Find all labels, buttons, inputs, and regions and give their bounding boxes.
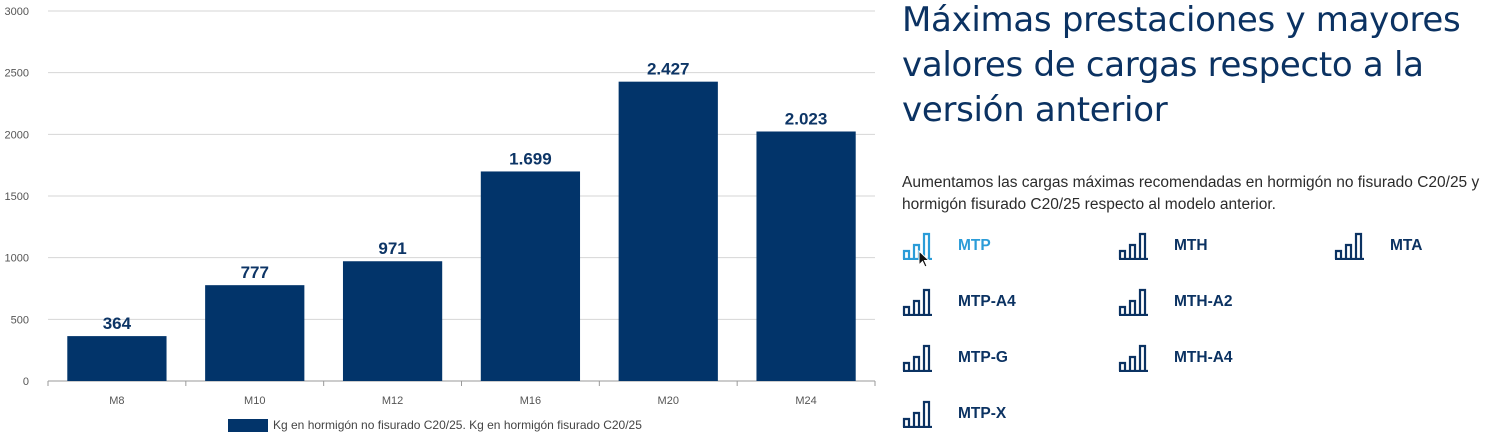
- x-tick-label: M12: [382, 395, 403, 407]
- product-item-mtp-x[interactable]: MTP-X: [902, 400, 1006, 428]
- bar-chart-icon: [902, 232, 934, 260]
- product-item-mtp-a4[interactable]: MTP-A4: [902, 288, 1016, 316]
- bar-chart-icon: [1334, 232, 1366, 260]
- description-text: Aumentamos las cargas máximas recomendad…: [902, 174, 1480, 213]
- bar-chart-icon: [902, 400, 934, 428]
- legend-label: Kg en hormigón no fisurado C20/25. Kg en…: [273, 418, 642, 432]
- product-item-mtp[interactable]: MTP: [902, 232, 991, 260]
- product-item-mth-a4[interactable]: MTH-A4: [1118, 344, 1233, 372]
- y-tick-label: 1500: [5, 191, 29, 203]
- product-item-mth-a2[interactable]: MTH-A2: [1118, 288, 1233, 316]
- product-label: MTA: [1390, 237, 1423, 254]
- y-tick-label: 500: [11, 314, 29, 326]
- chart-svg: 0 500 1000 1500 2000 2500 3000 364 M8 777 M10 971 M…: [5, 6, 876, 407]
- data-label: 2.023: [785, 109, 828, 128]
- legend-swatch: [228, 418, 268, 432]
- x-tick-label: M20: [658, 395, 679, 407]
- y-tick-label: 1000: [5, 253, 29, 265]
- product-label: MTP-X: [958, 405, 1007, 422]
- product-label: MTH-A2: [1174, 293, 1233, 310]
- product-label: MTP-G: [958, 349, 1008, 366]
- mouse-cursor-icon: [918, 250, 931, 268]
- product-label: MTP-A4: [958, 293, 1016, 310]
- bar-chart-icon: [902, 288, 934, 316]
- data-label: 777: [241, 263, 269, 282]
- data-label: 364: [103, 314, 132, 333]
- bar-m24: [756, 131, 856, 381]
- bar-m20: [618, 81, 718, 382]
- bar-chart-icon: [1118, 288, 1150, 316]
- page-title: Máximas prestaciones y mayores valores d…: [902, 0, 1461, 130]
- y-tick-label: 0: [23, 376, 29, 388]
- y-tick-label: 3000: [5, 6, 29, 18]
- data-label: 1.699: [509, 149, 552, 168]
- bar-chart: 0 500 1000 1500 2000 2500 3000 364 M8 777 M10 971 M…: [5, 6, 876, 432]
- bar-chart-icon: [1118, 232, 1150, 260]
- product-label: MTP: [958, 237, 991, 254]
- y-tick-label: 2500: [5, 68, 29, 80]
- bar-chart-icon: [1118, 344, 1150, 372]
- bar-chart-icon: [902, 344, 934, 372]
- bar-m16: [480, 171, 581, 381]
- product-item-mth[interactable]: MTH: [1118, 232, 1208, 260]
- product-item-mta[interactable]: MTA: [1334, 232, 1422, 260]
- data-label: 2.427: [647, 60, 690, 79]
- data-label: 971: [378, 239, 406, 258]
- x-tick-label: M8: [109, 395, 124, 407]
- product-list: MTP MTH MTA MTP-A4 MTH-A2 MTP-G MTH-A4 M…: [902, 232, 1502, 432]
- y-tick-label: 2000: [5, 129, 29, 141]
- x-tick-label: M10: [244, 395, 265, 407]
- product-label: MTH: [1174, 237, 1208, 254]
- bar-m8: [67, 336, 167, 381]
- product-label: MTH-A4: [1174, 349, 1233, 366]
- x-tick-label: M24: [795, 395, 816, 407]
- product-item-mtp-g[interactable]: MTP-G: [902, 344, 1008, 372]
- chart-legend: Kg en hormigón no fisurado C20/25. Kg en…: [228, 418, 642, 432]
- bar-m12: [342, 261, 443, 381]
- x-tick-label: M16: [520, 395, 541, 407]
- bar-m10: [205, 285, 305, 381]
